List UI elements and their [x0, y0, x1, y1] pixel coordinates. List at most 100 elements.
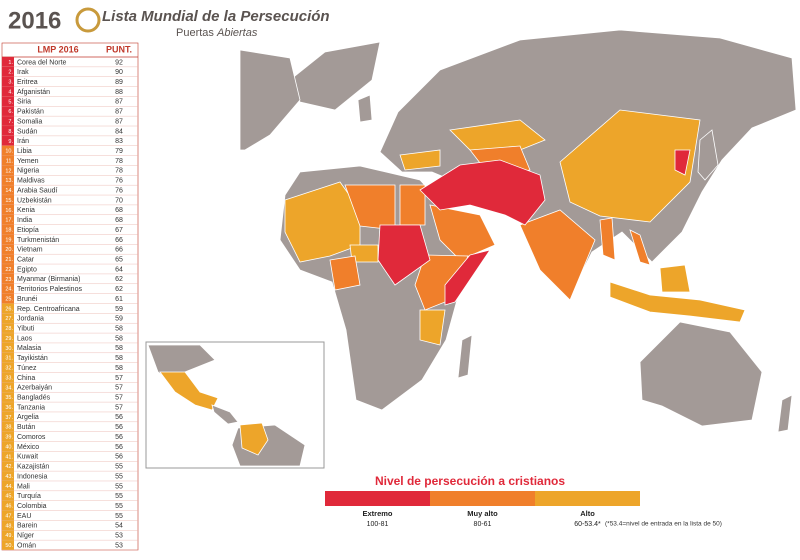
- rank-cell: [2, 234, 14, 245]
- country: Argelia: [17, 414, 39, 421]
- score: 55: [115, 503, 123, 510]
- rank: 50.: [5, 543, 13, 549]
- country: Myanmar (Birmania): [17, 276, 80, 283]
- subtitle-part: Puertas: [176, 27, 214, 39]
- rank-cell: [2, 441, 14, 452]
- score: 56: [115, 434, 123, 441]
- score: 83: [115, 138, 123, 145]
- score: 65: [115, 256, 123, 263]
- rank: 1.: [8, 60, 13, 66]
- ranking-table: LMP 2016 PUNT. 1. Corea del Norte 92 2. Irak 90…: [1, 42, 139, 551]
- country: Etiopía: [17, 227, 39, 234]
- score: 53: [115, 533, 123, 540]
- score: 84: [115, 128, 123, 135]
- rank: 5.: [8, 99, 13, 105]
- subtitle: Puertas Abiertas: [176, 27, 258, 39]
- legend-label: Alto: [580, 509, 595, 518]
- score: 58: [115, 355, 123, 362]
- country: Tanzania: [17, 404, 45, 411]
- region-very-high: [414, 254, 469, 311]
- score: 68: [115, 217, 123, 224]
- rank-cell: [2, 382, 14, 393]
- country: Jordania: [17, 316, 44, 323]
- country: India: [17, 217, 32, 224]
- rank-cell: [2, 195, 14, 205]
- rank-cell: [2, 175, 14, 186]
- rank-cell: [2, 66, 14, 77]
- score: 56: [115, 414, 123, 421]
- score: 59: [115, 306, 123, 313]
- rank: 31.: [5, 356, 13, 362]
- rank-cell: [2, 145, 14, 156]
- legend-title: Nivel de persecución a cristianos: [375, 474, 565, 488]
- subtitle-italic: Abiertas: [216, 27, 258, 39]
- region-extreme: [377, 224, 431, 286]
- country: Yibuti: [17, 325, 35, 332]
- rank: 49.: [5, 533, 13, 539]
- country: Rep. Centroafricana: [17, 306, 80, 313]
- country: Nigeria: [17, 168, 39, 175]
- country: Kenia: [17, 207, 35, 214]
- region-high: [284, 181, 361, 263]
- country: Catar: [17, 256, 35, 263]
- rank: 40.: [5, 444, 13, 450]
- rank-cell: [2, 76, 14, 87]
- country: Kazajistán: [17, 464, 49, 471]
- uk: [357, 94, 373, 123]
- rank-cell: [2, 244, 14, 255]
- country: Omán: [17, 542, 36, 549]
- rank: 2.: [8, 70, 13, 76]
- country: Comoros: [17, 434, 46, 441]
- country: Colombia: [17, 503, 47, 510]
- rank: 43.: [5, 474, 13, 480]
- country: Mali: [17, 483, 30, 490]
- score: 53: [115, 542, 123, 549]
- region-high: [449, 119, 546, 151]
- score: 66: [115, 237, 123, 244]
- country: Bangladés: [17, 395, 51, 402]
- region-high: [559, 109, 701, 223]
- rank: 10.: [5, 149, 13, 155]
- rank-cell: [2, 510, 14, 521]
- score: 54: [115, 523, 123, 530]
- region-extreme: [444, 249, 491, 306]
- rank: 15.: [5, 198, 13, 204]
- country: Turquía: [17, 493, 41, 500]
- column-header: LMP 2016: [37, 44, 78, 54]
- country: Túnez: [17, 365, 37, 372]
- new-zealand: [777, 394, 793, 433]
- country: Sudán: [17, 128, 37, 135]
- rank-cell: [2, 530, 14, 541]
- rank: 29.: [5, 336, 13, 342]
- country: Brunéi: [17, 296, 38, 303]
- rank-cell: [2, 204, 14, 215]
- legend-range: 80-61: [474, 521, 492, 528]
- rank-cell: [2, 323, 14, 334]
- score: 62: [115, 286, 123, 293]
- world-map: [239, 29, 797, 433]
- rank-cell: [2, 116, 14, 127]
- country: Corea del Norte: [17, 59, 67, 66]
- score: 87: [115, 99, 123, 106]
- score: 67: [115, 227, 123, 234]
- rank: 32.: [5, 366, 13, 372]
- rank: 48.: [5, 523, 13, 529]
- country: Turkmenistán: [17, 237, 59, 244]
- rank-cell: [2, 451, 14, 462]
- inset-central-america: [211, 404, 239, 425]
- rank: 30.: [5, 346, 13, 352]
- rank-cell: [2, 283, 14, 294]
- inset-colombia: [239, 422, 269, 456]
- rank: 47.: [5, 513, 13, 519]
- rank-cell: [2, 86, 14, 97]
- score: 78: [115, 158, 123, 165]
- country: Níger: [17, 533, 35, 540]
- score: 58: [115, 325, 123, 332]
- legend: Extremo 100-81 Muy alto 80-61 Alto 60-53.4*: [325, 491, 640, 528]
- rank: 42.: [5, 464, 13, 470]
- score: 87: [115, 109, 123, 116]
- country: Kuwait: [17, 454, 38, 461]
- score: 55: [115, 513, 123, 520]
- rank: 14.: [5, 188, 13, 194]
